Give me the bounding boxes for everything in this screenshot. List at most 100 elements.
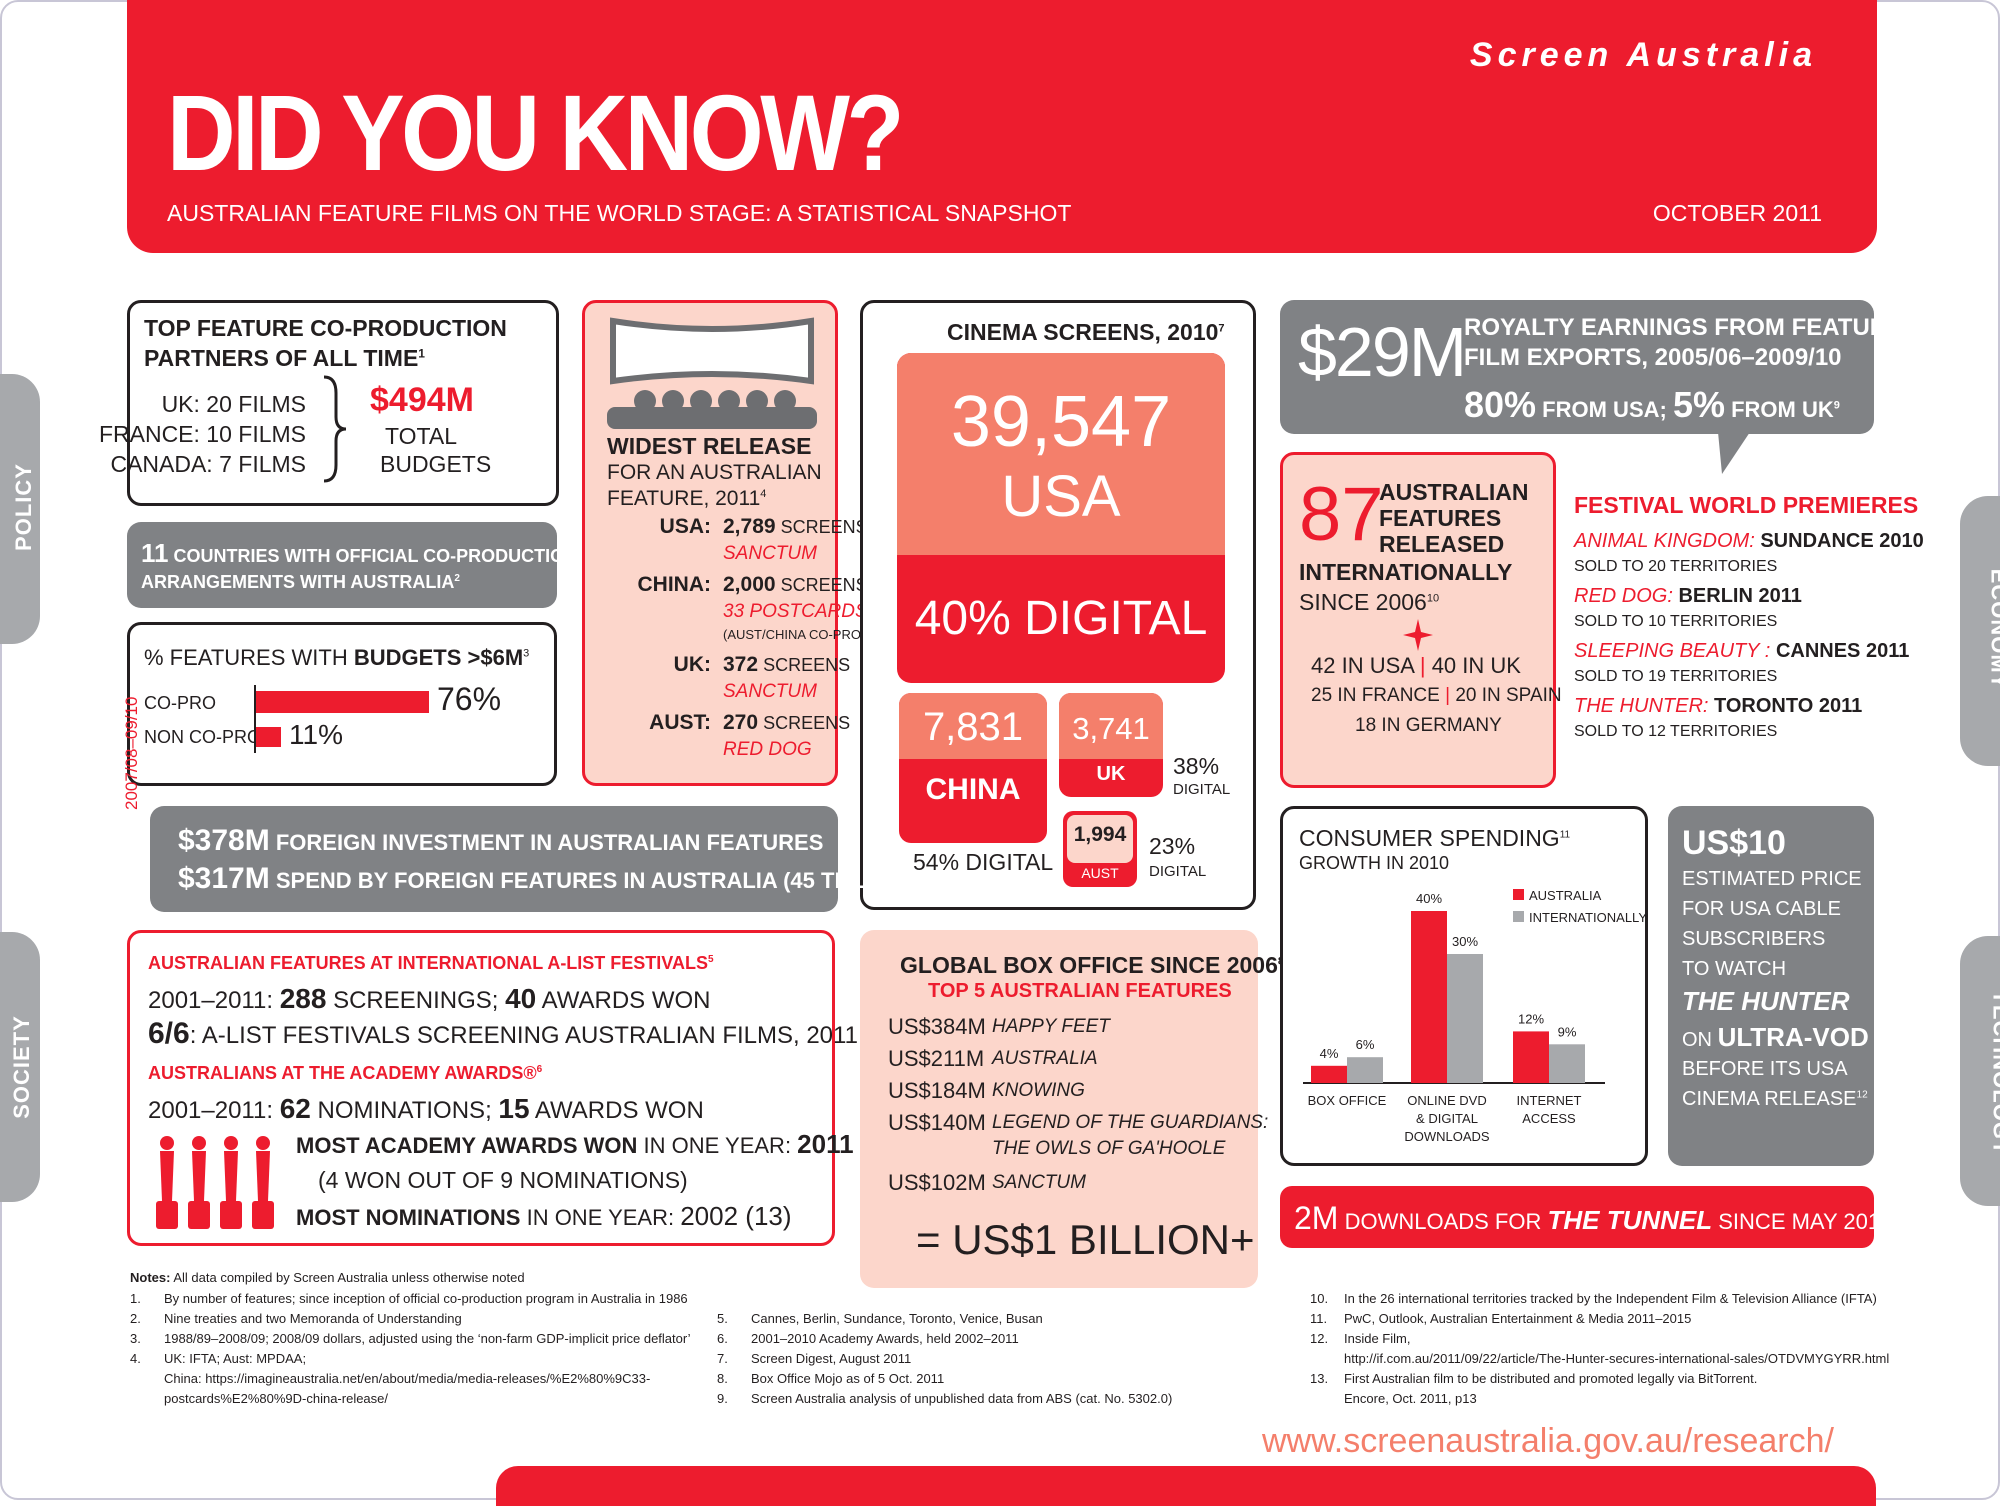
foreign-line-2-value: $317M: [178, 862, 270, 895]
boxoffice-film: AUSTRALIA: [992, 1048, 1098, 1069]
footnote-number: 6.: [717, 1331, 728, 1346]
tab-society[interactable]: SOCIETY: [0, 932, 40, 1202]
released-number: 87: [1299, 472, 1384, 557]
coprod-france: FRANCE: 10 FILMS: [98, 421, 306, 447]
coprod-title-2: PARTNERS OF ALL TIME: [144, 345, 419, 371]
brand-logo: Screen Australia: [1469, 36, 1817, 74]
widest-film: 33 POSTCARDS: [723, 601, 868, 622]
budgets-box: % FEATURES WITH BUDGETS >$6M3 CO-PRO NON…: [127, 622, 557, 786]
academy-title: AUSTRALIANS AT THE ACADEMY AWARDS®: [148, 1063, 537, 1083]
tab-society-label: SOCIETY: [8, 1015, 34, 1119]
aust-digital-pct: 23%: [1149, 833, 1196, 859]
page-subtitle: AUSTRALIAN FEATURE FILMS ON THE WORLD ST…: [167, 200, 1072, 226]
boxoffice-subtitle: TOP 5 AUSTRALIAN FEATURES: [928, 980, 1232, 1002]
footnote-text: PwC, Outlook, Australian Entertainment &…: [1344, 1311, 1692, 1326]
festivals-academy-box: AUSTRALIAN FEATURES AT INTERNATIONAL A-L…: [127, 930, 858, 1246]
widest-screens-value: 372: [723, 653, 759, 676]
festival-item: SLEEPING BEAUTY : CANNES 2011: [1574, 640, 1909, 663]
tab-economy-label: ECONOMY: [1986, 568, 2000, 690]
festival-sold: SOLD TO 10 TERRITORIES: [1574, 613, 1778, 630]
fest-l1d: 40: [505, 983, 537, 1014]
festival-film: ANIMAL KINGDOM:: [1574, 530, 1755, 552]
budgets-axis: [254, 685, 256, 753]
fest-l6c: 2002 (13): [680, 1201, 792, 1231]
released-line-5: SINCE 2006: [1299, 589, 1427, 615]
footnote: 3. 1988/89–2008/09; 2008/09 dollars, adju…: [130, 1331, 691, 1346]
boxoffice-amount: US$211M: [888, 1046, 985, 1071]
widest-film: SANCTUM: [723, 543, 817, 564]
budgets-copro-value: 76%: [437, 681, 502, 717]
widest-country: USA:: [659, 515, 711, 538]
fest-l6b: IN ONE YEAR:: [520, 1205, 681, 1230]
usa-screens-value: 39,547: [950, 382, 1172, 462]
coprod-total-label-2: BUDGETS: [380, 451, 492, 477]
countries-box: 11 COUNTRIES WITH OFFICIAL CO-PRODUCTION…: [127, 522, 577, 608]
countries-line-2: ARRANGEMENTS WITH AUSTRALIA: [141, 572, 455, 592]
chart-category-label: ONLINE DVD: [1407, 1093, 1486, 1108]
footnote-text: Cannes, Berlin, Sundance, Toronto, Venic…: [751, 1311, 1043, 1326]
header-banner: Screen Australia DID YOU KNOW? AUSTRALIA…: [127, 0, 1877, 253]
footnote-number: 9.: [717, 1391, 728, 1406]
released-line-4: INTERNATIONALLY: [1299, 559, 1513, 585]
foreign-line-1-text: FOREIGN INVESTMENT IN AUSTRALIAN FEATURE…: [269, 830, 824, 855]
tab-economy[interactable]: ECONOMY: [1960, 496, 2000, 766]
fest-l3d: 15: [498, 1093, 530, 1124]
released-uk: 40 IN UK: [1431, 653, 1521, 678]
chart-data-label: 40%: [1416, 891, 1442, 906]
footnote-text: Nine treaties and two Memoranda of Under…: [164, 1311, 462, 1326]
footnote-number: 10.: [1310, 1291, 1329, 1306]
royalty-line-1: ROYALTY EARNINGS FROM FEATURE: [1464, 314, 1904, 341]
cinema-title: CINEMA SCREENS, 2010: [947, 319, 1219, 345]
chart-category-label: ACCESS: [1522, 1111, 1576, 1126]
royalty-uk-text: FROM UK: [1724, 397, 1834, 422]
fest-l1a: 2001–2011:: [148, 987, 280, 1014]
released-sup: 10: [1426, 592, 1440, 605]
footnote: 5. Cannes, Berlin, Sundance, Toronto, Ven…: [717, 1311, 1043, 1326]
released-box: 87 AUSTRALIAN FEATURES RELEASED INTERNAT…: [1280, 452, 1562, 788]
festival-name: TORONTO 2011: [1714, 695, 1863, 717]
footnote-text: Screen Digest, August 2011: [751, 1351, 912, 1366]
released-france: 25 IN FRANCE: [1311, 685, 1440, 706]
countries-line-1: COUNTRIES WITH OFFICIAL CO-PRODUCTION: [173, 546, 578, 566]
festival-film: SLEEPING BEAUTY :: [1574, 640, 1771, 662]
speech-tail-icon: [1718, 432, 1750, 474]
footnote-number: 5.: [717, 1311, 728, 1326]
footnote-text: In the 26 international territories trac…: [1344, 1291, 1877, 1306]
coprod-total-value: $494M: [370, 381, 474, 419]
boxoffice-film: HAPPY FEET: [992, 1016, 1110, 1037]
footnote: 10. In the 26 international territories t…: [1310, 1291, 1877, 1306]
box-office-box: GLOBAL BOX OFFICE SINCE 20068 TOP 5 AUST…: [860, 930, 1284, 1288]
cinema-screens-box: CINEMA SCREENS, 20107 39,547 USA 40% DIG…: [860, 300, 1256, 910]
festivals-sup: 5: [707, 954, 714, 965]
footnote: China: https://imagineaustralia.net/en/a…: [130, 1371, 650, 1386]
chart-category-label: DOWNLOADS: [1404, 1129, 1490, 1144]
footer-url[interactable]: www.screenaustralia.gov.au/research/: [1262, 1422, 1834, 1460]
widest-country: CHINA:: [637, 573, 712, 596]
star-icon: [1403, 619, 1433, 651]
tunnel-text-1: DOWNLOADS FOR: [1338, 1209, 1548, 1234]
fest-l3b: 62: [279, 1093, 311, 1124]
china-screens-value: 7,831: [922, 705, 1024, 749]
footnote-text: Box Office Mojo as of 5 Oct. 2011: [751, 1371, 945, 1386]
festival-item: RED DOG: BERLIN 2011: [1574, 585, 1802, 608]
fest-l5: (4 WON OUT OF 9 NOMINATIONS): [318, 1167, 688, 1193]
widest-screens-unit: SCREENS: [763, 655, 851, 675]
chart-bar-australia: [1311, 1065, 1347, 1083]
budgets-noncopro-bar: [256, 727, 282, 747]
festival-title: FESTIVAL WORLD PREMIERES: [1574, 492, 1919, 518]
fest-l2a: 6/6: [148, 1017, 190, 1050]
footnote: 6. 2001–2010 Academy Awards, held 2002–20…: [717, 1331, 1019, 1346]
chart-bar-internationally: [1549, 1044, 1585, 1083]
boxoffice-film: LEGEND OF THE GUARDIANS:: [992, 1112, 1269, 1133]
usa-digital: 40% DIGITAL: [914, 592, 1208, 645]
boxoffice-total: = US$1 BILLION+: [916, 1216, 1255, 1263]
tab-technology[interactable]: TECHNOLOGY: [1960, 936, 2000, 1206]
widest-country: AUST:: [649, 711, 711, 734]
consumer-spending-box: CONSUMER SPENDING11 GROWTH IN 2010 4% 6% B…: [1280, 806, 1648, 1166]
festival-sold: SOLD TO 12 TERRITORIES: [1574, 723, 1778, 740]
tab-policy[interactable]: POLICY: [0, 374, 40, 644]
hunter-price-box: US$10 ESTIMATED PRICE FOR USA CABLE SUBS…: [1668, 806, 1874, 1166]
widest-note: (AUST/CHINA CO-PRO): [723, 627, 866, 642]
hunter-l5b: ULTRA-VOD: [1717, 1022, 1869, 1052]
chart-data-label: 9%: [1558, 1024, 1577, 1039]
